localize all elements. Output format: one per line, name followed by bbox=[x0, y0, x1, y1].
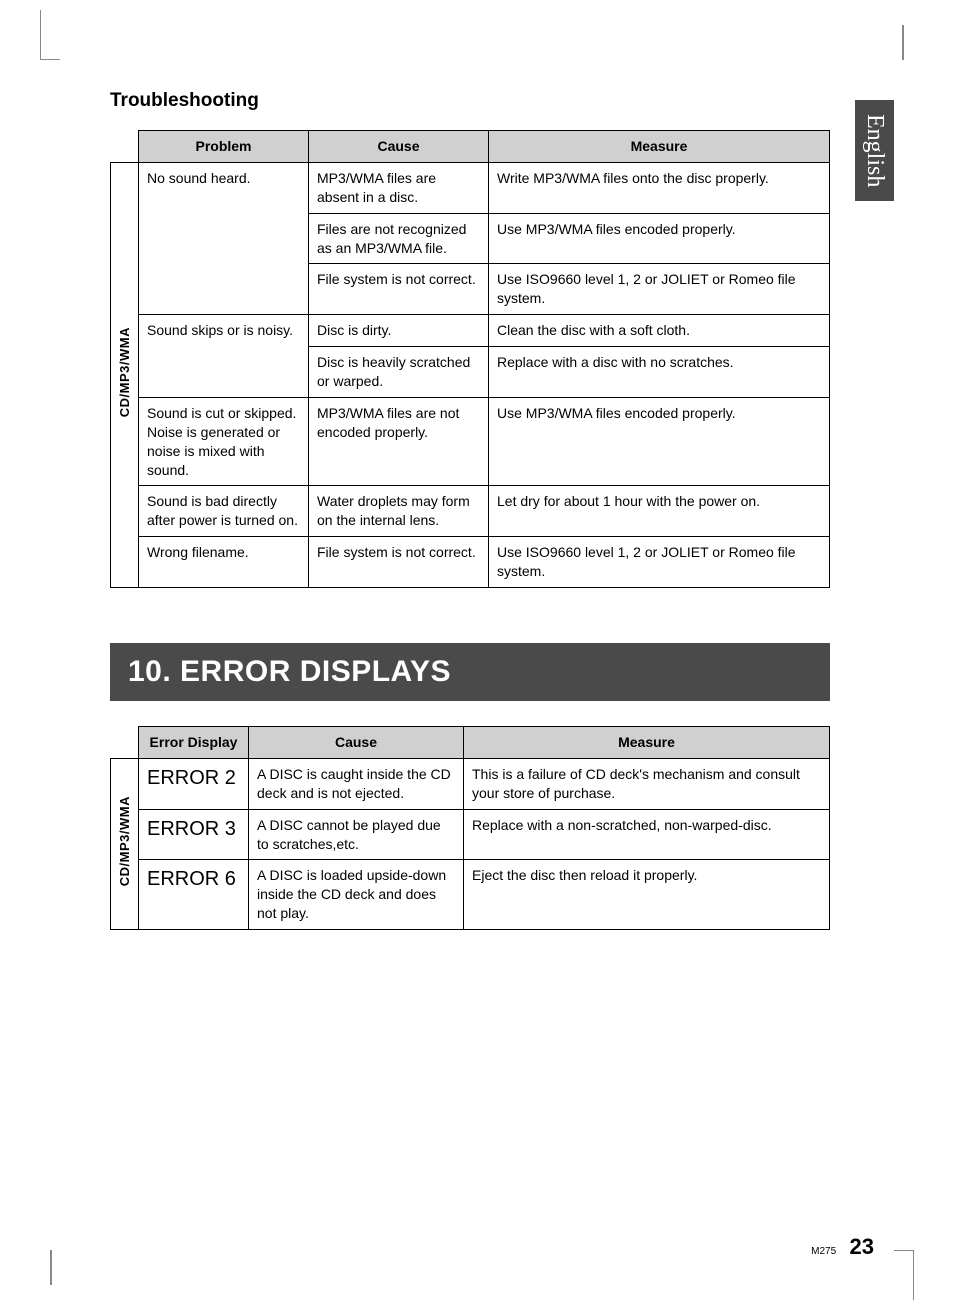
language-tab: English bbox=[855, 100, 894, 201]
cell-cause: File system is not correct. bbox=[309, 264, 489, 315]
cell-problem: Wrong filename. bbox=[139, 537, 309, 588]
cell-measure: Write MP3/WMA files onto the disc proper… bbox=[489, 162, 830, 213]
cell-error-display: ERROR 2 bbox=[139, 758, 249, 809]
cell-cause: Files are not recognized as an MP3/WMA f… bbox=[309, 213, 489, 264]
cell-measure: Use ISO9660 level 1, 2 or JOLIET or Rome… bbox=[489, 264, 830, 315]
cell-problem: Sound skips or is noisy. bbox=[139, 315, 309, 398]
cell-cause: A DISC cannot be played due to scratches… bbox=[249, 809, 464, 860]
model-label: M275 bbox=[811, 1246, 836, 1257]
cell-measure: Let dry for about 1 hour with the power … bbox=[489, 486, 830, 537]
cell-cause: MP3/WMA files are not encoded properly. bbox=[309, 397, 489, 486]
col-header-measure: Measure bbox=[464, 727, 830, 759]
table-row: ERROR 6 A DISC is loaded upside-down ins… bbox=[111, 860, 830, 930]
table-row: Wrong filename. File system is not corre… bbox=[111, 537, 830, 588]
crop-mark bbox=[894, 1250, 914, 1300]
col-header-cause: Cause bbox=[249, 727, 464, 759]
table-row: Sound is cut or skipped. Noise is genera… bbox=[111, 397, 830, 486]
cell-cause: Disc is dirty. bbox=[309, 315, 489, 347]
table-row: CD/MP3/WMA No sound heard. MP3/WMA files… bbox=[111, 162, 830, 213]
cell-measure: Replace with a non-scratched, non-warped… bbox=[464, 809, 830, 860]
col-header-cause: Cause bbox=[309, 131, 489, 163]
table-row: CD/MP3/WMA ERROR 2 A DISC is caught insi… bbox=[111, 758, 830, 809]
cell-error-display: ERROR 3 bbox=[139, 809, 249, 860]
cell-cause: A DISC is caught inside the CD deck and … bbox=[249, 758, 464, 809]
cell-measure: Replace with a disc with no scratches. bbox=[489, 347, 830, 398]
cell-cause: Disc is heavily scratched or warped. bbox=[309, 347, 489, 398]
cell-problem: Sound is cut or skipped. Noise is genera… bbox=[139, 397, 309, 486]
cell-cause: Water droplets may form on the internal … bbox=[309, 486, 489, 537]
row-group-label: CD/MP3/WMA bbox=[111, 758, 139, 929]
cell-measure: This is a failure of CD deck's mechanism… bbox=[464, 758, 830, 809]
cell-measure: Clean the disc with a soft cloth. bbox=[489, 315, 830, 347]
cell-cause: File system is not correct. bbox=[309, 537, 489, 588]
cell-problem: Sound is bad directly after power is tur… bbox=[139, 486, 309, 537]
col-header-problem: Problem bbox=[139, 131, 309, 163]
cell-error-display: ERROR 6 bbox=[139, 860, 249, 930]
chapter-heading: 10. ERROR DISPLAYS bbox=[110, 643, 830, 701]
cell-cause: MP3/WMA files are absent in a disc. bbox=[309, 162, 489, 213]
table-row: ERROR 3 A DISC cannot be played due to s… bbox=[111, 809, 830, 860]
crop-mark bbox=[40, 10, 60, 60]
cell-measure: Use MP3/WMA files encoded properly. bbox=[489, 213, 830, 264]
page-footer: M275 23 bbox=[811, 1234, 874, 1260]
cell-cause: A DISC is loaded upside-down inside the … bbox=[249, 860, 464, 930]
cell-measure: Use ISO9660 level 1, 2 or JOLIET or Rome… bbox=[489, 537, 830, 588]
troubleshooting-table: Problem Cause Measure CD/MP3/WMA No soun… bbox=[110, 130, 830, 588]
page-number: 23 bbox=[850, 1234, 874, 1259]
crop-mark bbox=[902, 25, 904, 60]
section-title: Troubleshooting bbox=[110, 90, 884, 112]
cell-measure: Use MP3/WMA files encoded properly. bbox=[489, 397, 830, 486]
col-header-measure: Measure bbox=[489, 131, 830, 163]
row-group-label: CD/MP3/WMA bbox=[111, 162, 139, 587]
col-header-display: Error Display bbox=[139, 727, 249, 759]
crop-mark bbox=[50, 1250, 52, 1285]
table-corner bbox=[111, 131, 139, 163]
error-table: Error Display Cause Measure CD/MP3/WMA E… bbox=[110, 726, 830, 930]
table-row: Sound skips or is noisy. Disc is dirty. … bbox=[111, 315, 830, 347]
table-corner bbox=[111, 727, 139, 759]
cell-measure: Eject the disc then reload it properly. bbox=[464, 860, 830, 930]
table-row: Sound is bad directly after power is tur… bbox=[111, 486, 830, 537]
cell-problem: No sound heard. bbox=[139, 162, 309, 314]
